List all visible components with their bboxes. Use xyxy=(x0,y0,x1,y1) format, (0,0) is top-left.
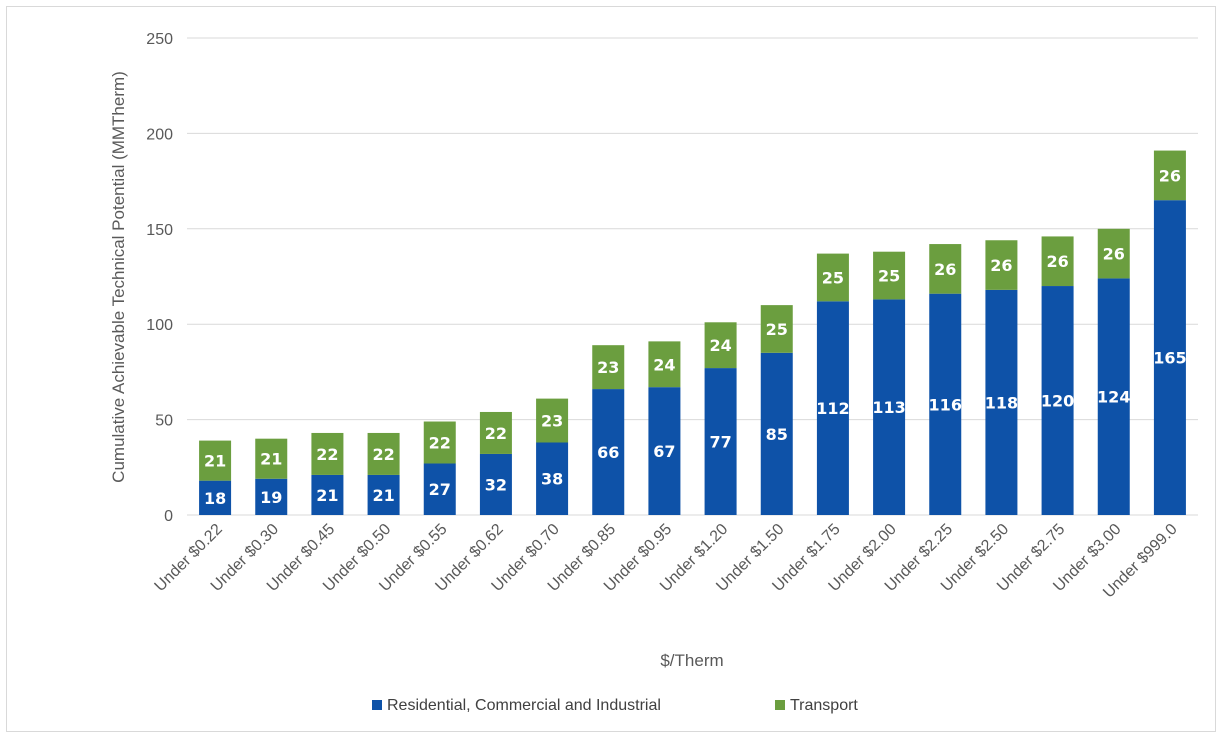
data-label: 77 xyxy=(709,433,731,452)
bar-transport xyxy=(929,244,962,294)
bar-transport xyxy=(255,438,288,479)
bar-residential xyxy=(760,352,793,515)
data-label: 120 xyxy=(1041,392,1074,411)
bar-transport xyxy=(648,341,681,388)
bar-transport xyxy=(1153,150,1186,201)
y-tick-label: 200 xyxy=(146,126,173,143)
bar-residential xyxy=(255,478,288,515)
bars: 18 21 19 21 21 22 21 22 27 22 32 22 38 23 66 23 67 24 77 24… xyxy=(199,150,1187,515)
data-label: 66 xyxy=(597,443,619,462)
bar-residential xyxy=(479,453,512,515)
data-label: 26 xyxy=(934,260,956,279)
bar-transport xyxy=(479,411,512,454)
bar-residential xyxy=(423,463,456,515)
legend-label-transport: Transport xyxy=(790,697,858,714)
bar-transport xyxy=(311,432,344,475)
bar-residential xyxy=(816,301,849,515)
y-tick-label: 100 xyxy=(146,317,173,334)
data-label: 21 xyxy=(316,486,338,505)
data-label: 85 xyxy=(766,425,788,444)
x-axis-title: $/Therm xyxy=(660,651,723,670)
bar-transport xyxy=(536,398,569,443)
bar-transport xyxy=(816,253,849,302)
gridlines xyxy=(187,37,1198,516)
bar-transport xyxy=(1097,228,1130,279)
y-tick-label: 50 xyxy=(155,413,173,430)
bar-transport xyxy=(985,240,1018,290)
bar-residential xyxy=(648,387,681,515)
bar-residential xyxy=(1041,286,1074,515)
data-label: 21 xyxy=(204,452,226,471)
bar-residential xyxy=(199,480,232,515)
data-label: 22 xyxy=(372,445,394,464)
bar-transport xyxy=(873,251,906,300)
bar-transport xyxy=(704,322,737,369)
data-label: 24 xyxy=(653,355,675,374)
y-tick-label: 150 xyxy=(146,222,173,239)
data-label: 26 xyxy=(1046,252,1068,271)
legend-label-residential: Residential, Commercial and Industrial xyxy=(387,697,661,714)
bar-residential xyxy=(873,299,906,515)
data-label: 38 xyxy=(541,470,563,489)
bar-residential xyxy=(311,474,344,515)
data-label: 25 xyxy=(878,267,900,286)
data-label: 18 xyxy=(204,489,226,508)
bar-residential xyxy=(1097,278,1130,515)
legend-swatch-residential xyxy=(372,700,382,710)
bar-residential xyxy=(1153,200,1186,515)
data-label: 26 xyxy=(1159,166,1181,185)
data-label: 21 xyxy=(260,450,282,469)
y-axis-ticks: 0 50 100 150 200 250 xyxy=(146,31,173,525)
bar-transport xyxy=(592,345,625,390)
bar-residential xyxy=(704,368,737,515)
data-label: 23 xyxy=(597,358,619,377)
data-label: 165 xyxy=(1153,349,1186,368)
data-label: 118 xyxy=(985,393,1018,412)
bar-transport xyxy=(1041,236,1074,287)
data-label: 124 xyxy=(1097,388,1130,407)
data-label: 25 xyxy=(822,268,844,287)
data-label: 22 xyxy=(485,424,507,443)
bar-residential xyxy=(592,389,625,515)
bar-residential xyxy=(929,293,962,515)
y-axis-title: Cumulative Achievable Technical Potentia… xyxy=(109,71,128,483)
data-label: 113 xyxy=(872,398,905,417)
data-label: 22 xyxy=(316,445,338,464)
bar-residential xyxy=(985,289,1018,515)
bar-transport xyxy=(199,440,232,481)
legend-swatch-transport xyxy=(775,700,785,710)
data-label: 22 xyxy=(429,433,451,452)
bar-residential xyxy=(536,442,569,515)
data-label: 26 xyxy=(1103,245,1125,264)
data-label: 116 xyxy=(929,395,962,414)
legend: Residential, Commercial and Industrial T… xyxy=(372,697,858,714)
data-label: 24 xyxy=(709,336,731,355)
data-label: 27 xyxy=(429,480,451,499)
data-label: 26 xyxy=(990,256,1012,275)
y-tick-label: 0 xyxy=(164,508,173,525)
data-label: 67 xyxy=(653,442,675,461)
bar-transport xyxy=(760,305,793,353)
bar-residential xyxy=(367,474,400,515)
bar-transport xyxy=(423,421,456,464)
data-label: 23 xyxy=(541,412,563,431)
bar-transport xyxy=(367,432,400,475)
y-tick-label: 250 xyxy=(146,31,173,48)
data-label: 112 xyxy=(816,399,849,418)
data-label: 25 xyxy=(766,320,788,339)
data-label: 19 xyxy=(260,488,282,507)
data-label: 21 xyxy=(372,486,394,505)
data-label: 32 xyxy=(485,475,507,494)
